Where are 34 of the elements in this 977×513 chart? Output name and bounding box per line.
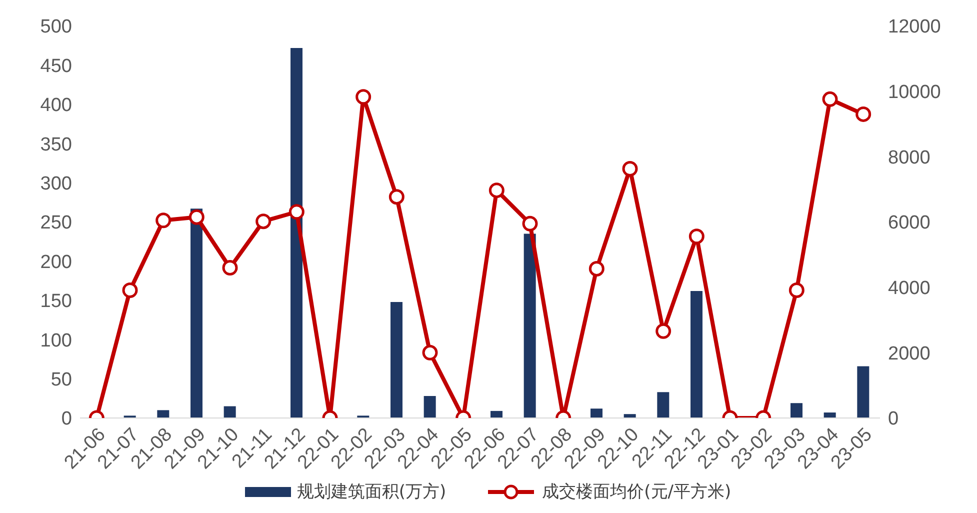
y2-tick-label: 10000: [888, 82, 941, 104]
y2-tick-label: 12000: [888, 16, 941, 38]
y-tick-label: 250: [40, 212, 72, 234]
bar: [524, 234, 536, 418]
bar: [490, 410, 502, 418]
y-tick-label: 450: [40, 56, 72, 77]
y-tick-label: 350: [40, 134, 72, 156]
y2-tick-label: 6000: [888, 212, 930, 234]
bar: [590, 408, 602, 418]
bar: [790, 403, 802, 418]
y2-tick-label: 2000: [888, 343, 930, 364]
legend-label: 规划建筑面积(万方): [296, 481, 446, 503]
y2-tick-label: 0: [888, 408, 899, 430]
y-tick-label: 400: [40, 95, 72, 116]
y-tick-label: 100: [40, 330, 72, 352]
y-tick-label: 150: [40, 291, 72, 312]
y2-tick-label: 4000: [888, 278, 930, 300]
bar: [290, 48, 302, 418]
bar: [390, 302, 402, 418]
bar: [424, 396, 436, 418]
y-tick-label: 200: [40, 252, 72, 273]
bar: [824, 412, 836, 418]
y-tick-label: 50: [50, 370, 72, 391]
bar: [657, 392, 670, 418]
bar: [157, 410, 170, 418]
y-tick-label: 500: [40, 16, 72, 38]
bar: [190, 208, 202, 418]
y2-tick-label: 8000: [888, 147, 930, 168]
legend-label: 成交楼面均价(元/平方米): [542, 481, 732, 503]
y-tick-label: 300: [40, 174, 72, 195]
y-tick-label: 0: [61, 408, 72, 430]
bar: [857, 366, 870, 418]
bar: [690, 290, 702, 418]
bar: [224, 406, 236, 418]
